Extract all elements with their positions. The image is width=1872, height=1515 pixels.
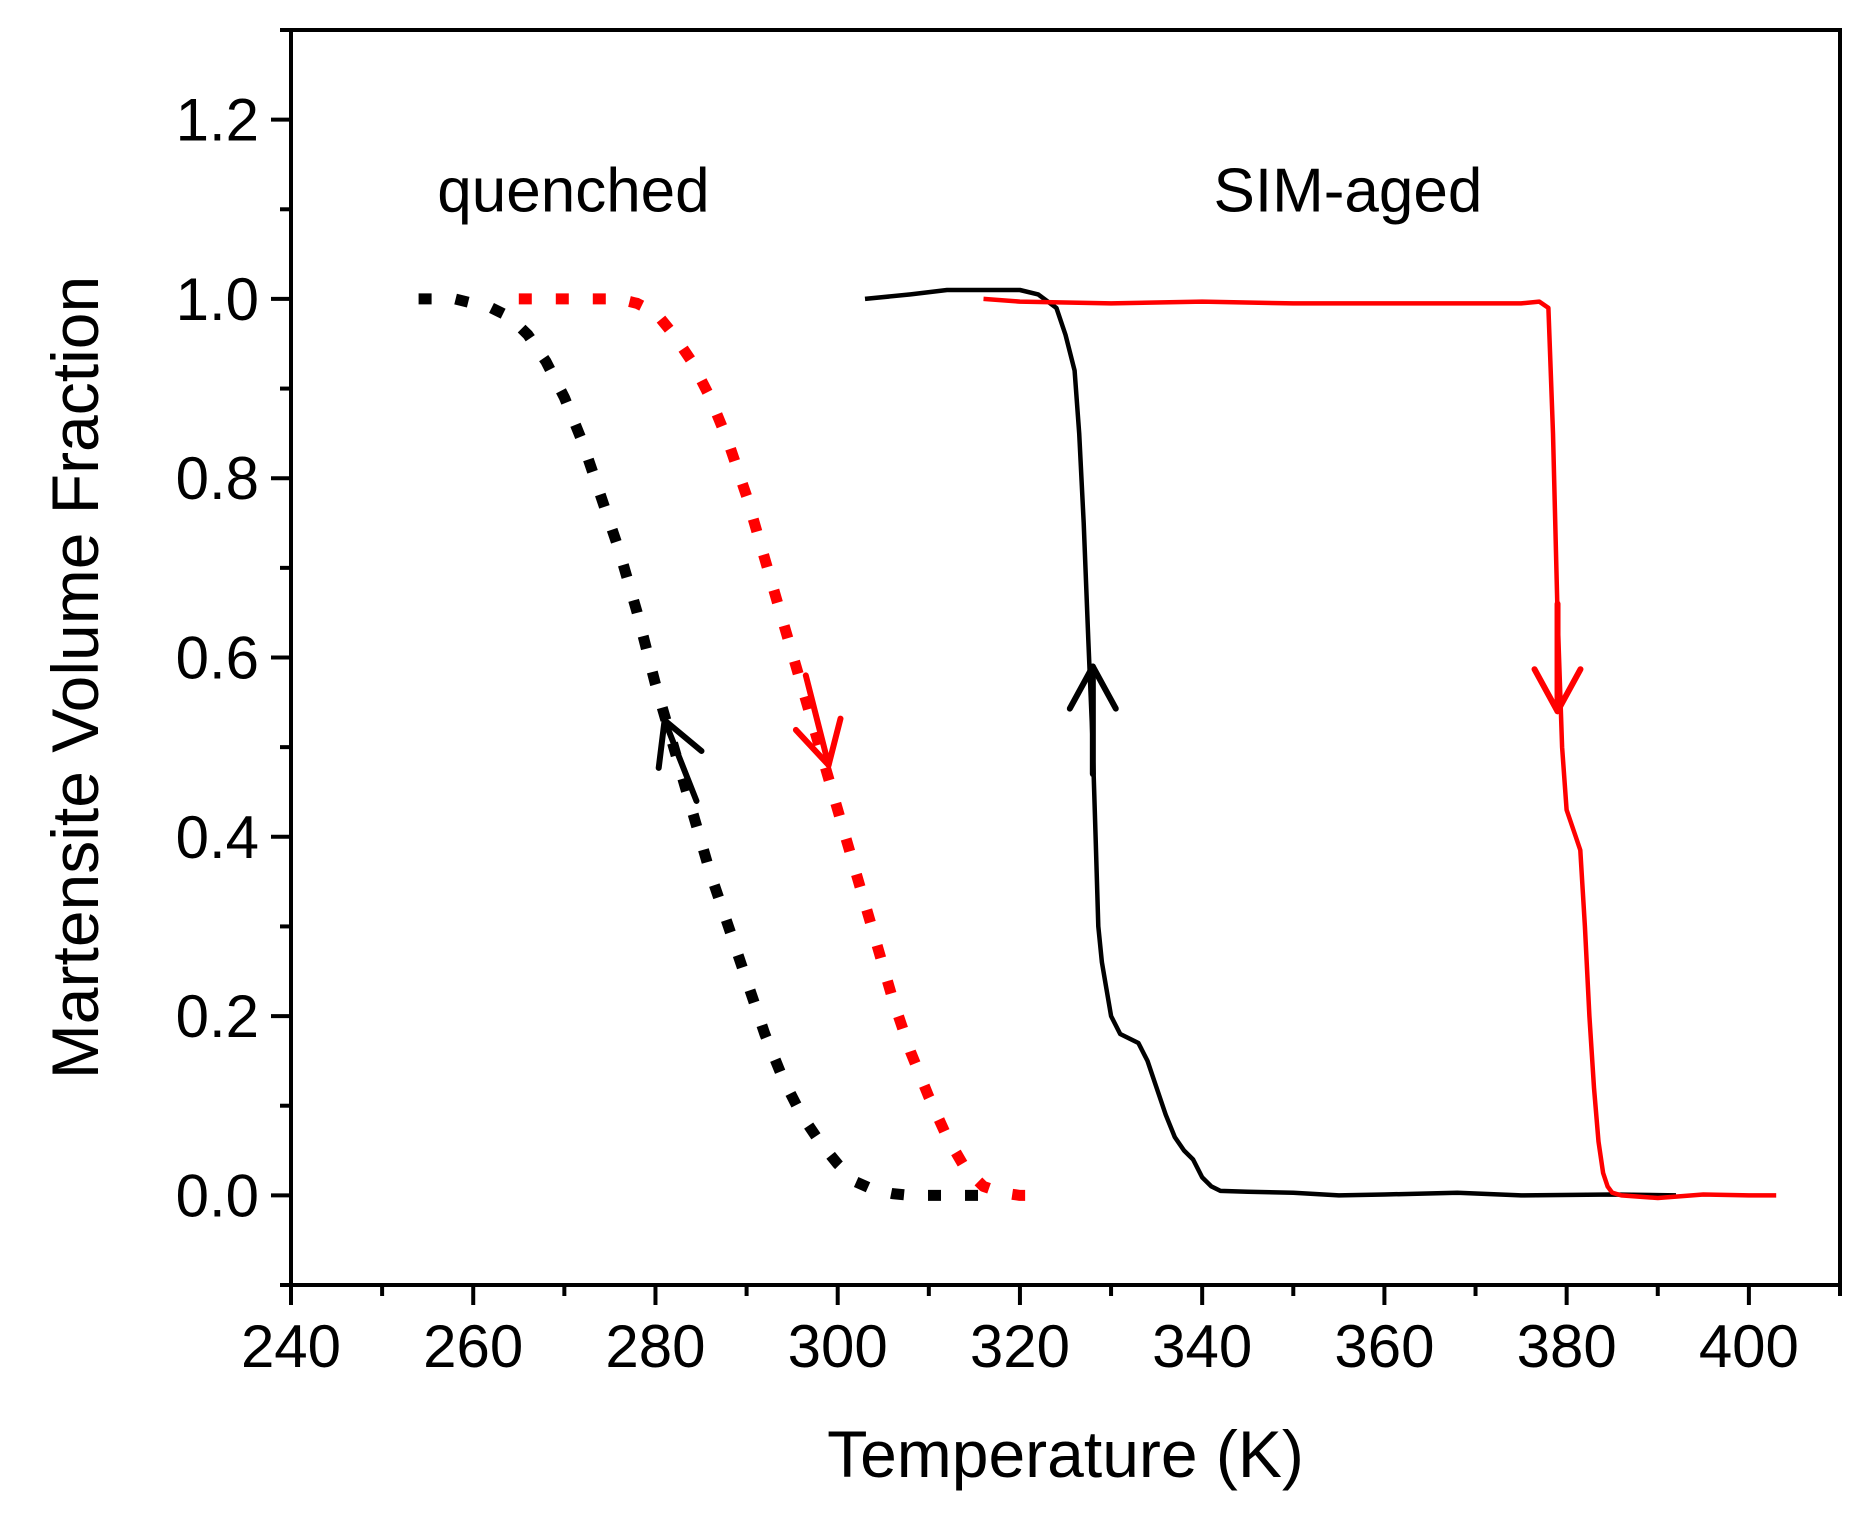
y-tick-label: 0.2: [176, 983, 259, 1050]
arrow-head-3: [1066, 663, 1119, 712]
arrow-head-2: [792, 715, 844, 769]
plot-frame: [289, 28, 1842, 1287]
y-axis-title: Martensite Volume Fraction: [38, 276, 112, 1079]
arrow-head-1: [655, 717, 705, 771]
arrow-head-4: [1531, 666, 1584, 715]
x-axis-title: Temperature (K): [827, 1417, 1304, 1491]
plot-series: [418, 287, 1777, 1201]
x-tick-label: 360: [1334, 1313, 1434, 1380]
annotation-sim-aged: SIM-aged: [1214, 156, 1483, 225]
series-line-2: [518, 293, 1048, 1201]
y-tick-label: 0.6: [176, 625, 259, 692]
direction-arrows: [655, 600, 1584, 804]
tick-labels: 240 260 280 300 320 340 360 380 400 0.0 0.2 0.4 0.6 0…: [176, 87, 1799, 1380]
annotation-quenched: quenched: [437, 156, 709, 225]
x-tick-label: 340: [1152, 1313, 1252, 1380]
arrow-shaft-1: [661, 717, 700, 804]
x-tick-label: 280: [605, 1313, 705, 1380]
series-line-1: [418, 293, 984, 1201]
x-tick-label: 300: [788, 1313, 888, 1380]
x-tick-label: 320: [970, 1313, 1070, 1380]
x-tick-label: 400: [1699, 1313, 1799, 1380]
y-tick-label: 0.0: [176, 1162, 259, 1229]
x-tick-label: 260: [423, 1313, 523, 1380]
y-tick-label: 1.2: [176, 87, 259, 154]
series-line-4: [983, 296, 1777, 1201]
x-tick-label: 380: [1517, 1313, 1617, 1380]
y-tick-label: 1.0: [176, 266, 259, 333]
x-tick-label: 240: [241, 1313, 341, 1380]
series-line-3: [864, 287, 1677, 1198]
y-tick-label: 0.4: [176, 804, 259, 871]
arrow-shaft-2: [802, 672, 832, 769]
y-tick-label: 0.8: [176, 445, 259, 512]
